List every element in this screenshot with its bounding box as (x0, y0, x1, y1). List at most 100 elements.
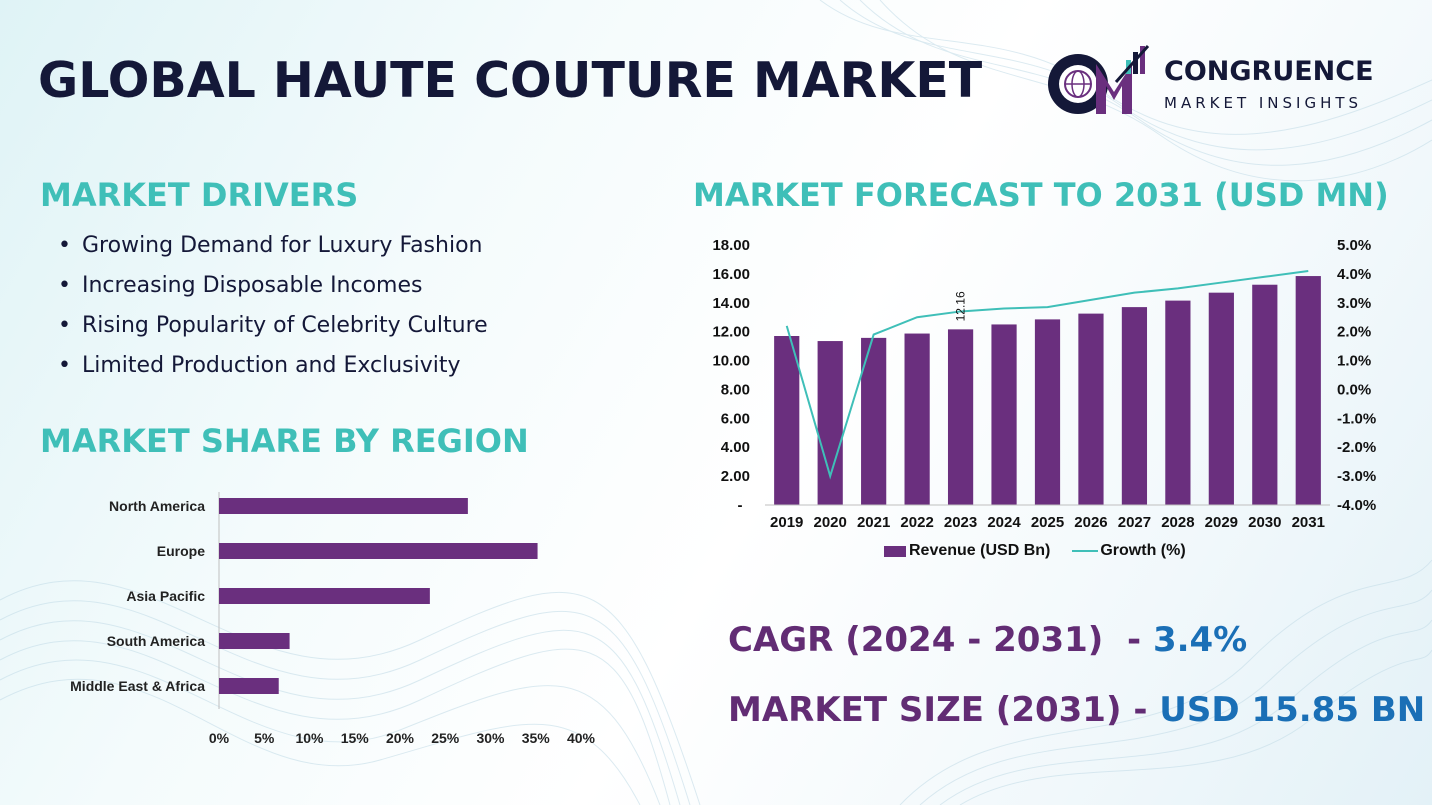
revenue-bar (817, 341, 843, 505)
legend-revenue-swatch (884, 545, 906, 557)
share-x-tick-label: 20% (386, 730, 415, 746)
forecast-x-tick-label: 2030 (1248, 514, 1281, 531)
forecast-left-tick-label: 4.00 (721, 439, 750, 456)
forecast-x-tick-label: 2031 (1292, 514, 1325, 531)
forecast-left-tick-label: 2.00 (721, 468, 750, 485)
driver-item: • Increasing Disposable Incomes (58, 270, 488, 310)
share-bar (219, 633, 290, 649)
forecast-left-tick-label: 14.00 (712, 295, 750, 312)
share-bar (219, 498, 468, 514)
bullet-icon: • (58, 233, 71, 258)
forecast-x-tick-label: 2025 (1031, 514, 1064, 531)
driver-text: Limited Production and Exclusivity (82, 353, 461, 378)
forecast-right-tick-label: -1.0% (1337, 410, 1376, 427)
share-category-label: North America (109, 498, 205, 514)
forecast-left-tick-label: 8.00 (721, 381, 750, 398)
forecast-right-tick-label: 1.0% (1337, 353, 1371, 370)
forecast-legend: Revenue (USD Bn) Growth (%) (884, 542, 1186, 560)
logo-mark-icon (1048, 45, 1150, 114)
share-bar (219, 543, 538, 559)
brand-logo: CONGRUENCE MARKET INSIGHTS (1044, 42, 1394, 118)
revenue-bar (1208, 292, 1234, 505)
forecast-heading: MARKET FORECAST TO 2031 (USD MN) (693, 176, 1389, 214)
cagr-kpi: CAGR (2024 - 2031) - 3.4% (728, 620, 1247, 660)
driver-text: Increasing Disposable Incomes (82, 273, 423, 298)
forecast-x-tick-label: 2019 (770, 514, 803, 531)
driver-text: Growing Demand for Luxury Fashion (82, 233, 483, 258)
forecast-left-tick-label: 16.00 (712, 266, 750, 283)
share-x-tick-label: 5% (254, 730, 275, 746)
market-size-separator: - (1121, 690, 1160, 730)
forecast-x-tick-label: 2027 (1118, 514, 1151, 531)
forecast-x-tick-label: 2020 (814, 514, 847, 531)
revenue-bar (1121, 307, 1148, 505)
forecast-right-tick-label: 3.0% (1337, 295, 1371, 312)
revenue-bar (1078, 313, 1104, 505)
bullet-icon: • (58, 353, 71, 378)
forecast-x-tick-label: 2022 (900, 514, 933, 531)
market-size-value: USD 15.85 BN (1159, 690, 1426, 730)
forecast-x-tick-label: 2029 (1205, 514, 1238, 531)
revenue-bar (1165, 300, 1191, 505)
region-share-chart: North America Europe Asia Pacific South Ame… (70, 492, 596, 746)
page-title: GLOBAL HAUTE COUTURE MARKET (38, 52, 983, 109)
revenue-bar (861, 337, 887, 505)
legend-revenue-label: Revenue (USD Bn) (909, 542, 1051, 559)
share-x-tick-label: 0% (209, 730, 230, 746)
growth-line (785, 270, 1309, 480)
bullet-icon: • (58, 313, 71, 338)
bullet-icon: • (58, 273, 71, 298)
share-x-tick-label: 30% (476, 730, 505, 746)
share-heading: MARKET SHARE BY REGION (40, 422, 529, 460)
share-category-label: Asia Pacific (126, 588, 205, 604)
revenue-bar (1034, 319, 1061, 505)
logo-name: CONGRUENCE (1164, 56, 1374, 87)
driver-item: • Limited Production and Exclusivity (58, 350, 488, 390)
forecast-left-tick-label: 12.00 (712, 324, 750, 341)
share-x-tick-label: 10% (295, 730, 324, 746)
forecast-right-tick-label: -4.0% (1337, 497, 1376, 514)
forecast-left-tick-label: 6.00 (721, 410, 750, 427)
forecast-x-tick-label: 2026 (1074, 514, 1107, 531)
forecast-right-tick-label: -2.0% (1337, 439, 1376, 456)
cagr-separator: - (1103, 620, 1153, 660)
revenue-bar (947, 329, 974, 505)
share-bar (219, 678, 279, 694)
revenue-bar (1295, 276, 1321, 505)
legend-growth-line (1072, 550, 1099, 552)
share-category-label: South America (107, 633, 205, 649)
share-x-tick-label: 15% (341, 730, 370, 746)
forecast-left-tick-label: 10.00 (712, 353, 750, 370)
revenue-bar (774, 336, 800, 505)
share-x-tick-label: 35% (522, 730, 551, 746)
market-size-kpi: MARKET SIZE (2031) - USD 15.85 BN (728, 690, 1425, 730)
share-x-tick-label: 25% (431, 730, 460, 746)
revenue-bar (991, 324, 1017, 505)
forecast-right-tick-label: 5.0% (1337, 237, 1371, 254)
forecast-right-tick-label: 4.0% (1337, 266, 1371, 283)
share-x-tick-label: 40% (567, 730, 596, 746)
revenue-bar (1252, 284, 1278, 505)
driver-item: • Growing Demand for Luxury Fashion (58, 230, 488, 270)
share-category-label: Middle East & Africa (70, 678, 205, 694)
share-category-label: Europe (157, 543, 205, 559)
forecast-x-tick-label: 2023 (944, 514, 977, 531)
share-bar (219, 588, 430, 604)
driver-text: Rising Popularity of Celebrity Culture (82, 313, 488, 338)
logo-subtitle: MARKET INSIGHTS (1164, 94, 1363, 112)
revenue-bar (904, 333, 930, 505)
legend-growth-label: Growth (%) (1100, 542, 1186, 559)
forecast-left-tick-label: 18.00 (712, 237, 750, 254)
drivers-heading: MARKET DRIVERS (40, 176, 359, 214)
forecast-x-tick-label: 2028 (1161, 514, 1194, 531)
market-size-label: MARKET SIZE (2031) (728, 690, 1122, 730)
forecast-chart: - 2.00 4.00 6.00 8.00 10.00 12.00 14.00 16.00 18.… (712, 237, 1376, 531)
cagr-value: 3.4% (1152, 620, 1248, 660)
forecast-x-tick-label: 2024 (987, 514, 1021, 531)
forecast-x-tick-label: 2021 (857, 514, 890, 531)
drivers-list: • Growing Demand for Luxury Fashion • Incr… (58, 230, 488, 390)
forecast-right-tick-label: 0.0% (1337, 381, 1371, 398)
forecast-right-tick-label: 2.0% (1337, 324, 1371, 341)
revenue-data-label: 12.16 (954, 291, 968, 321)
forecast-right-tick-label: -3.0% (1337, 468, 1376, 485)
